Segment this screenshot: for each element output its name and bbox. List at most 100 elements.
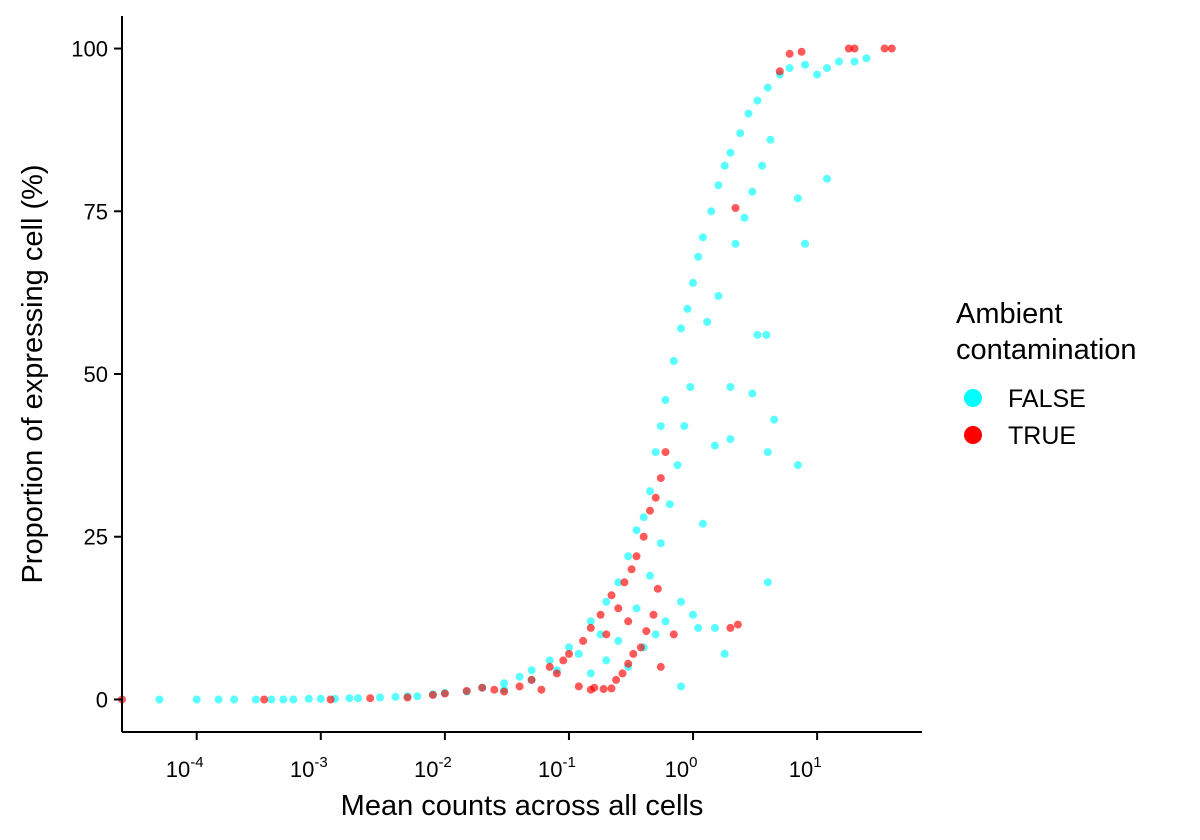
point-false-41 bbox=[698, 233, 707, 242]
point-false-81 bbox=[677, 682, 685, 691]
y-tick-label-0: 0 bbox=[96, 687, 108, 712]
point-false-25 bbox=[565, 643, 573, 652]
point-false-82 bbox=[586, 669, 595, 678]
point-true-40 bbox=[775, 67, 784, 76]
point-true-12 bbox=[527, 675, 536, 684]
point-false-37 bbox=[677, 324, 685, 333]
point-true-49 bbox=[607, 684, 616, 693]
point-false-32 bbox=[646, 487, 654, 496]
legend-label-true: TRUE bbox=[1008, 422, 1076, 450]
point-true-27 bbox=[624, 617, 633, 626]
point-false-85 bbox=[632, 604, 641, 613]
point-true-41 bbox=[785, 49, 794, 58]
point-true-32 bbox=[651, 493, 660, 502]
point-false-93 bbox=[714, 291, 723, 300]
point-false-97 bbox=[758, 161, 767, 170]
point-false-72 bbox=[793, 461, 802, 470]
point-false-28 bbox=[614, 578, 623, 587]
point-false-40 bbox=[694, 252, 703, 261]
point-false-55 bbox=[835, 57, 843, 66]
point-true-13 bbox=[537, 685, 546, 694]
series-false bbox=[155, 54, 871, 704]
point-false-13 bbox=[376, 693, 384, 702]
point-true-24 bbox=[607, 591, 616, 600]
point-true-34 bbox=[661, 448, 670, 457]
point-false-70 bbox=[763, 448, 772, 457]
x-tick-label-4: 100 bbox=[665, 754, 698, 782]
point-false-96 bbox=[748, 187, 757, 196]
point-false-84 bbox=[614, 636, 623, 645]
point-true-6 bbox=[440, 689, 449, 698]
point-true-50 bbox=[612, 675, 621, 684]
point-true-30 bbox=[639, 532, 648, 541]
point-false-39 bbox=[689, 278, 697, 287]
x-axis-title: Mean counts across all cells bbox=[341, 790, 704, 822]
point-false-80 bbox=[720, 649, 729, 658]
legend-key-false bbox=[964, 389, 982, 407]
point-false-34 bbox=[656, 422, 665, 431]
legend-key-true bbox=[964, 426, 982, 444]
point-false-11 bbox=[345, 694, 354, 703]
point-false-69 bbox=[762, 330, 771, 339]
point-false-3 bbox=[230, 695, 239, 704]
point-false-71 bbox=[770, 415, 779, 424]
point-true-7 bbox=[462, 687, 471, 695]
point-true-3 bbox=[366, 694, 375, 703]
point-false-61 bbox=[661, 617, 670, 626]
point-false-0 bbox=[155, 695, 164, 704]
point-false-27 bbox=[602, 597, 611, 606]
x-tick-label-3: 10-1 bbox=[538, 754, 576, 782]
point-false-65 bbox=[726, 435, 735, 444]
point-false-75 bbox=[823, 174, 831, 183]
point-true-42 bbox=[797, 47, 806, 56]
y-tick-label-2: 50 bbox=[84, 362, 108, 387]
point-false-49 bbox=[763, 83, 772, 92]
point-false-48 bbox=[753, 96, 762, 105]
point-false-92 bbox=[703, 317, 712, 326]
legend: Ambient contamination FALSE TRUE bbox=[956, 298, 1137, 450]
x-tick-label-5: 101 bbox=[789, 754, 822, 782]
point-true-23 bbox=[602, 630, 611, 639]
point-true-14 bbox=[545, 662, 554, 671]
point-false-46 bbox=[736, 129, 745, 138]
y-axis-title: Proportion of expressing cell (%) bbox=[17, 164, 49, 583]
point-true-53 bbox=[629, 649, 638, 658]
point-false-98 bbox=[766, 135, 775, 144]
point-true-22 bbox=[596, 610, 605, 619]
point-true-31 bbox=[646, 506, 654, 515]
point-true-26 bbox=[620, 578, 629, 587]
point-false-24 bbox=[545, 656, 554, 665]
point-false-103 bbox=[596, 630, 605, 639]
point-false-83 bbox=[602, 656, 611, 665]
point-false-45 bbox=[726, 148, 735, 157]
points-layer bbox=[118, 44, 896, 704]
point-false-73 bbox=[793, 194, 802, 203]
point-false-44 bbox=[720, 161, 729, 170]
point-false-21 bbox=[500, 679, 509, 688]
point-true-25 bbox=[614, 604, 623, 613]
x-tick-label-1: 10-3 bbox=[290, 754, 328, 782]
point-true-35 bbox=[656, 662, 665, 671]
point-false-16 bbox=[413, 692, 422, 701]
x-tick-label-2: 10-2 bbox=[414, 754, 452, 782]
point-false-26 bbox=[586, 617, 595, 626]
point-false-53 bbox=[813, 70, 822, 79]
point-false-22 bbox=[515, 672, 524, 681]
point-false-95 bbox=[740, 213, 749, 222]
point-true-29 bbox=[632, 552, 641, 561]
point-false-9 bbox=[316, 694, 325, 703]
point-false-94 bbox=[731, 239, 740, 248]
point-false-67 bbox=[748, 389, 757, 398]
point-true-48 bbox=[599, 685, 608, 693]
point-false-89 bbox=[673, 461, 682, 470]
point-false-102 bbox=[574, 649, 583, 658]
point-true-21 bbox=[586, 623, 595, 632]
point-false-56 bbox=[850, 57, 859, 66]
point-true-36 bbox=[669, 630, 678, 639]
point-false-63 bbox=[698, 519, 707, 528]
legend-title-line-2: contamination bbox=[956, 334, 1137, 366]
point-false-12 bbox=[354, 694, 363, 703]
point-false-77 bbox=[689, 610, 697, 619]
point-true-39 bbox=[731, 204, 740, 212]
point-true-4 bbox=[403, 693, 412, 702]
